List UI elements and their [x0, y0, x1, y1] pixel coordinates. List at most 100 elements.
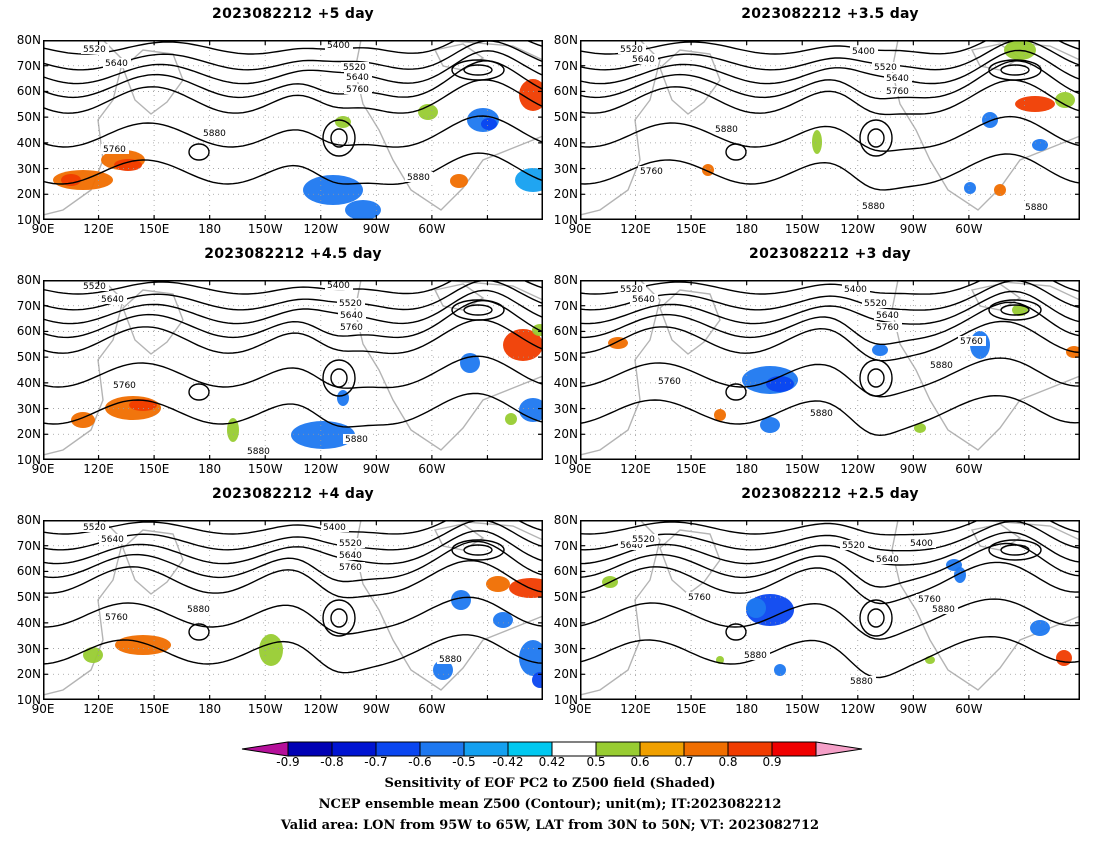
panel-title: 2023082212 +4.5 day — [204, 246, 382, 262]
closed-contour — [988, 59, 1042, 81]
coastline — [43, 40, 124, 216]
sensitivity-shading — [505, 413, 517, 425]
contour-label: 5760 — [103, 145, 126, 155]
colorbar-segment — [331, 741, 377, 757]
contour-label: 5880 — [810, 409, 833, 419]
contour-label: 5760 — [886, 87, 909, 97]
latitude-label: 50N — [553, 350, 578, 365]
longitude-label: 150E — [675, 222, 707, 236]
contour-label: 5760 — [105, 613, 128, 623]
coastline — [354, 520, 543, 691]
colorbar-segment — [595, 741, 641, 757]
longitude-label: 120E — [83, 462, 114, 476]
contour-label: 5880 — [407, 173, 430, 183]
contour-label: 5640 — [876, 555, 899, 565]
longitude-label: 90E — [31, 222, 55, 236]
colorbar-tick-label: -0.7 — [364, 755, 388, 769]
colorbar-segment — [639, 741, 685, 757]
colorbar-tick-label: 0.8 — [718, 755, 738, 769]
coastline — [580, 40, 661, 216]
latitude-label: 60N — [16, 564, 41, 579]
map-svg: 5520 5640 5400 5520 5640 5760 5760 5880 5880 — [43, 280, 543, 460]
colorbar-tick-label: -0.9 — [276, 755, 300, 769]
contour-label: 5880 — [850, 677, 873, 687]
latitude-label: 30N — [553, 161, 578, 176]
longitude-label: 150W — [247, 702, 283, 716]
colorbar-segment — [683, 741, 729, 757]
contour-label: 5880 — [439, 655, 462, 665]
longitude-label: 90E — [31, 462, 55, 476]
closed-contour — [188, 143, 210, 161]
longitude-label: 150E — [675, 462, 707, 476]
latitude-label: 20N — [16, 427, 41, 442]
latitude-label: 40N — [553, 135, 578, 150]
latitude-label: 70N — [553, 298, 578, 313]
contour-label: 5760 — [339, 563, 362, 573]
closed-contour — [451, 299, 505, 321]
contour-label: 5400 — [323, 523, 346, 533]
z500-contour — [43, 559, 543, 599]
coastline — [354, 40, 543, 211]
map-frame-border — [580, 40, 1080, 220]
closed-contour — [463, 304, 493, 316]
longitude-label: 120E — [620, 222, 651, 236]
latitude-label: 40N — [553, 375, 578, 390]
z500-contour — [43, 540, 543, 583]
colorbar-arrow-left — [241, 741, 289, 757]
map-panel-5day: 5520 5640 5400 5520 5640 5760 5880 5760 5880 — [43, 40, 543, 220]
caption-line-2: NCEP ensemble mean Z500 (Contour); unit(… — [318, 797, 782, 812]
z500-contour — [43, 634, 543, 674]
contour-label: 5400 — [910, 539, 933, 549]
colorbar-segment — [771, 741, 817, 757]
z500-contour — [580, 561, 1080, 605]
latitude-label: 30N — [16, 401, 41, 416]
z500-contour — [580, 79, 1080, 116]
z500-contour — [580, 280, 1080, 295]
longitude-label: 150W — [784, 702, 820, 716]
contour-label: 5880 — [203, 129, 226, 139]
sensitivity-shading — [83, 647, 103, 663]
coastline — [659, 289, 721, 355]
contour-label: 5760 — [340, 323, 363, 333]
contour-label: 5760 — [688, 593, 711, 603]
latitude-label: 50N — [553, 110, 578, 125]
panel-title: 2023082212 +3.5 day — [741, 6, 919, 22]
contour-label: 5520 — [83, 45, 106, 55]
latitude-label: 60N — [16, 84, 41, 99]
sensitivity-shading — [433, 660, 453, 680]
colorbar-tick-label: -0.5 — [452, 755, 476, 769]
latitude-label: 80N — [16, 33, 41, 47]
closed-contour — [859, 599, 893, 637]
contour-label: 5880 — [345, 435, 368, 445]
sensitivity-shading — [766, 376, 794, 392]
contour-label: 5640 — [886, 74, 909, 84]
longitude-label: 90W — [362, 702, 390, 716]
latitude-label: 70N — [16, 298, 41, 313]
longitude-label: 60W — [955, 222, 983, 236]
sensitivity-shading — [451, 590, 471, 610]
sensitivity-shading — [493, 612, 513, 628]
latitude-label: 80N — [16, 513, 41, 527]
closed-contour — [867, 368, 885, 388]
coastline — [433, 523, 485, 551]
latitude-label: 20N — [16, 667, 41, 682]
longitude-label: 90E — [568, 222, 592, 236]
longitude-label: 150E — [138, 702, 170, 716]
longitude-label: 120W — [840, 702, 876, 716]
panel-title: 2023082212 +5 day — [212, 6, 374, 22]
closed-contour — [859, 359, 893, 397]
contour-label: 5640 — [105, 59, 128, 69]
closed-contour — [988, 299, 1042, 321]
closed-contour — [1000, 544, 1030, 556]
sensitivity-shading — [509, 578, 543, 598]
closed-contour — [322, 359, 356, 397]
sensitivity-shading — [1030, 620, 1050, 636]
panel-title: 2023082212 +3 day — [749, 246, 911, 262]
contour-label: 5880 — [187, 605, 210, 615]
coastline — [891, 280, 1080, 451]
colorbar-tick-label: 0.7 — [674, 755, 694, 769]
coastline — [659, 49, 721, 115]
contour-label: 5520 — [339, 299, 362, 309]
z500-contour — [580, 153, 1080, 191]
